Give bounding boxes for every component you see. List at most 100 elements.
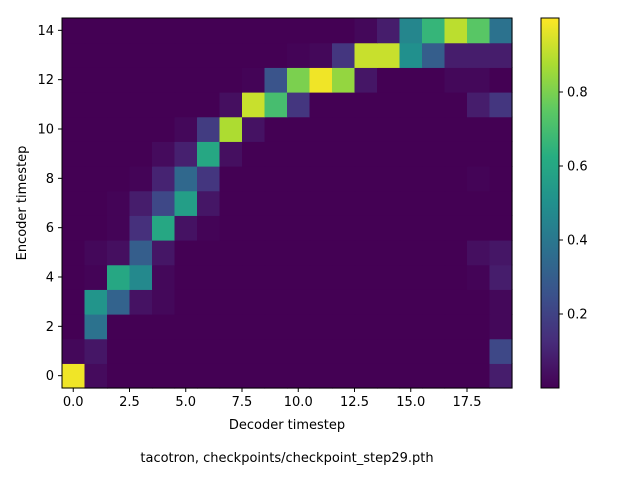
heatmap-cell	[107, 42, 131, 68]
heatmap-cell	[354, 363, 378, 389]
heatmap-cell	[129, 264, 153, 290]
heatmap-cell	[129, 289, 153, 315]
heatmap-cell	[444, 116, 468, 142]
heatmap-cell	[467, 18, 491, 44]
heatmap-cell	[264, 92, 288, 118]
heatmap-cell	[377, 289, 401, 315]
heatmap-cell	[444, 240, 468, 266]
heatmap-cell	[242, 18, 266, 44]
heatmap-cell	[129, 363, 153, 389]
x-tick-label: 10.0	[284, 395, 313, 410]
x-tick-label: 15.0	[396, 395, 425, 410]
heatmap-cell	[264, 264, 288, 290]
heatmap-cell	[489, 67, 513, 93]
x-tick-label: 17.5	[453, 395, 482, 410]
heatmap-cell	[107, 18, 131, 44]
heatmap-cell	[174, 314, 198, 340]
heatmap-cell	[129, 92, 153, 118]
heatmap-cell	[309, 141, 333, 167]
heatmap-cell	[152, 363, 176, 389]
heatmap-cell	[377, 314, 401, 340]
heatmap-cell	[309, 116, 333, 142]
heatmap-cell	[129, 215, 153, 241]
heatmap-cell	[354, 42, 378, 68]
heatmap-cell	[309, 67, 333, 93]
heatmap-cell	[197, 141, 221, 167]
heatmap-cell	[174, 67, 198, 93]
heatmap-cell	[174, 240, 198, 266]
heatmap-cell	[219, 18, 243, 44]
colorbar-frame	[540, 17, 560, 389]
heatmap-cell	[197, 67, 221, 93]
heatmap-cell	[377, 92, 401, 118]
heatmap-cell	[332, 314, 356, 340]
heatmap-cell	[242, 314, 266, 340]
x-axis-label: Decoder timestep	[229, 418, 345, 433]
heatmap-cell	[467, 215, 491, 241]
heatmap-cell	[399, 116, 423, 142]
heatmap-cell	[219, 92, 243, 118]
heatmap-cell	[62, 116, 86, 142]
heatmap-cell	[444, 92, 468, 118]
heatmap-cell	[489, 141, 513, 167]
heatmap-cell	[332, 67, 356, 93]
heatmap-cell	[399, 190, 423, 216]
heatmap-cell	[84, 141, 108, 167]
heatmap-cell	[489, 166, 513, 192]
heatmap-cell	[219, 166, 243, 192]
heatmap-cell	[444, 289, 468, 315]
heatmap-cell	[467, 363, 491, 389]
heatmap-cell	[107, 289, 131, 315]
heatmap-cell	[399, 338, 423, 364]
heatmap-cell	[242, 215, 266, 241]
heatmap-cell	[107, 314, 131, 340]
heatmap-cell	[287, 190, 311, 216]
heatmap-cell	[152, 42, 176, 68]
heatmap-cell	[467, 42, 491, 68]
heatmap-cell	[422, 42, 446, 68]
heatmap-cell	[197, 116, 221, 142]
heatmap-cell	[84, 240, 108, 266]
heatmap-cell	[84, 42, 108, 68]
heatmap-cell	[332, 18, 356, 44]
heatmap-cell	[174, 190, 198, 216]
heatmap-cell	[422, 141, 446, 167]
heatmap-cell	[62, 42, 86, 68]
heatmap-cell	[129, 141, 153, 167]
x-tick-label: 7.5	[232, 395, 253, 410]
heatmap-cell	[62, 314, 86, 340]
heatmap-cell	[174, 18, 198, 44]
y-tick-label: 10	[37, 123, 54, 138]
y-tick-label: 0	[46, 369, 54, 384]
heatmap-cell	[309, 166, 333, 192]
heatmap-cell	[332, 42, 356, 68]
y-tick-label: 6	[46, 221, 54, 236]
heatmap-cell	[174, 116, 198, 142]
heatmap-cell	[152, 314, 176, 340]
heatmap-cell	[467, 190, 491, 216]
heatmap-cell	[174, 42, 198, 68]
heatmap-cell	[107, 338, 131, 364]
heatmap-cell	[467, 166, 491, 192]
heatmap-cell	[107, 240, 131, 266]
heatmap-cell	[422, 338, 446, 364]
heatmap-cell	[354, 338, 378, 364]
heatmap-cell	[377, 166, 401, 192]
heatmap-cell	[152, 240, 176, 266]
heatmap-cell	[377, 67, 401, 93]
heatmap-cell	[467, 240, 491, 266]
heatmap-cell	[84, 190, 108, 216]
heatmap-cell	[242, 67, 266, 93]
heatmap-cell	[422, 18, 446, 44]
heatmap-cell	[287, 240, 311, 266]
heatmap-cell	[197, 166, 221, 192]
heatmap-cell	[467, 338, 491, 364]
heatmap-cell	[332, 141, 356, 167]
heatmap-cell	[399, 314, 423, 340]
heatmap-cell	[152, 338, 176, 364]
heatmap-cell	[467, 314, 491, 340]
heatmap-cell	[107, 116, 131, 142]
heatmap-cell	[264, 141, 288, 167]
heatmap-cell	[84, 363, 108, 389]
